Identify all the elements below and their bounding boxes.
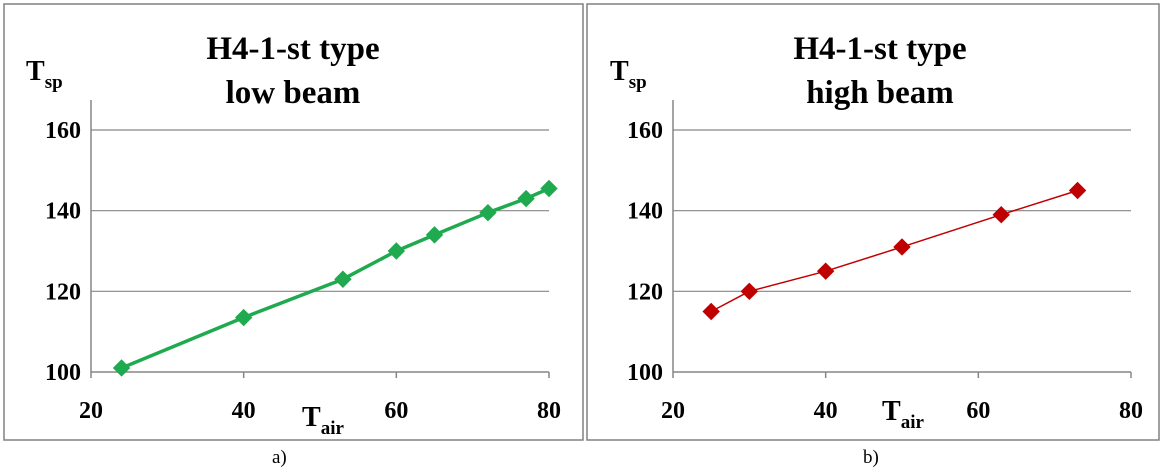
- data-point-marker: [479, 203, 497, 222]
- data-point-marker: [234, 308, 253, 327]
- panel-b-frame: [586, 3, 1160, 441]
- series-line: [710, 189, 1078, 313]
- x-tick-label: 60: [966, 398, 990, 424]
- data-point-marker: [517, 189, 535, 208]
- y-axis-label: Tsp: [26, 56, 63, 93]
- panel-a-frame: [3, 3, 584, 441]
- y-tick-label: 160: [45, 118, 81, 144]
- series-line: [120, 186, 550, 370]
- data-point-marker: [540, 179, 558, 198]
- data-point-marker: [816, 262, 835, 280]
- x-tick-label: 80: [537, 398, 561, 424]
- y-tick-label: 120: [627, 279, 663, 305]
- x-tick-label: 20: [79, 398, 103, 424]
- chart-title-line2: high beam: [806, 75, 954, 111]
- chart-title-line1: H4-1-st type: [793, 31, 966, 67]
- data-point-marker: [387, 242, 406, 260]
- x-axis-label: Tair: [882, 396, 924, 433]
- y-tick-label: 140: [627, 199, 663, 225]
- y-tick-label: 160: [627, 118, 663, 144]
- data-point-marker: [702, 302, 720, 321]
- x-tick-label: 60: [384, 398, 408, 424]
- x-axis-label: Tair: [302, 402, 344, 439]
- x-tick-label: 40: [232, 398, 256, 424]
- x-tick-label: 40: [814, 398, 838, 424]
- caption-a: a): [272, 447, 287, 468]
- chart-title-line2: low beam: [226, 75, 361, 111]
- caption-b: b): [863, 447, 879, 468]
- y-tick-label: 100: [45, 360, 81, 386]
- data-point-marker: [992, 205, 1010, 224]
- x-tick-label: 20: [661, 398, 685, 424]
- y-tick-label: 140: [45, 199, 81, 225]
- data-point-marker: [425, 226, 444, 244]
- y-tick-label: 100: [627, 360, 663, 386]
- chart-panel-b: 100 120 140 160 20 40 60 80 H4-1-st type high bea…: [610, 31, 1143, 433]
- data-point-marker: [893, 238, 911, 256]
- chart-panel-a: 100 120 140 160 20 40 60 80 H4-1-st type low beam…: [26, 31, 561, 439]
- y-axis-label: Tsp: [610, 56, 647, 93]
- data-point-marker: [334, 270, 352, 288]
- data-point-marker: [112, 359, 131, 377]
- x-tick-label: 80: [1119, 398, 1143, 424]
- data-point-marker: [1068, 181, 1087, 200]
- data-point-marker: [740, 282, 759, 301]
- y-tick-label: 120: [45, 279, 81, 305]
- chart-title-line1: H4-1-st type: [206, 31, 379, 67]
